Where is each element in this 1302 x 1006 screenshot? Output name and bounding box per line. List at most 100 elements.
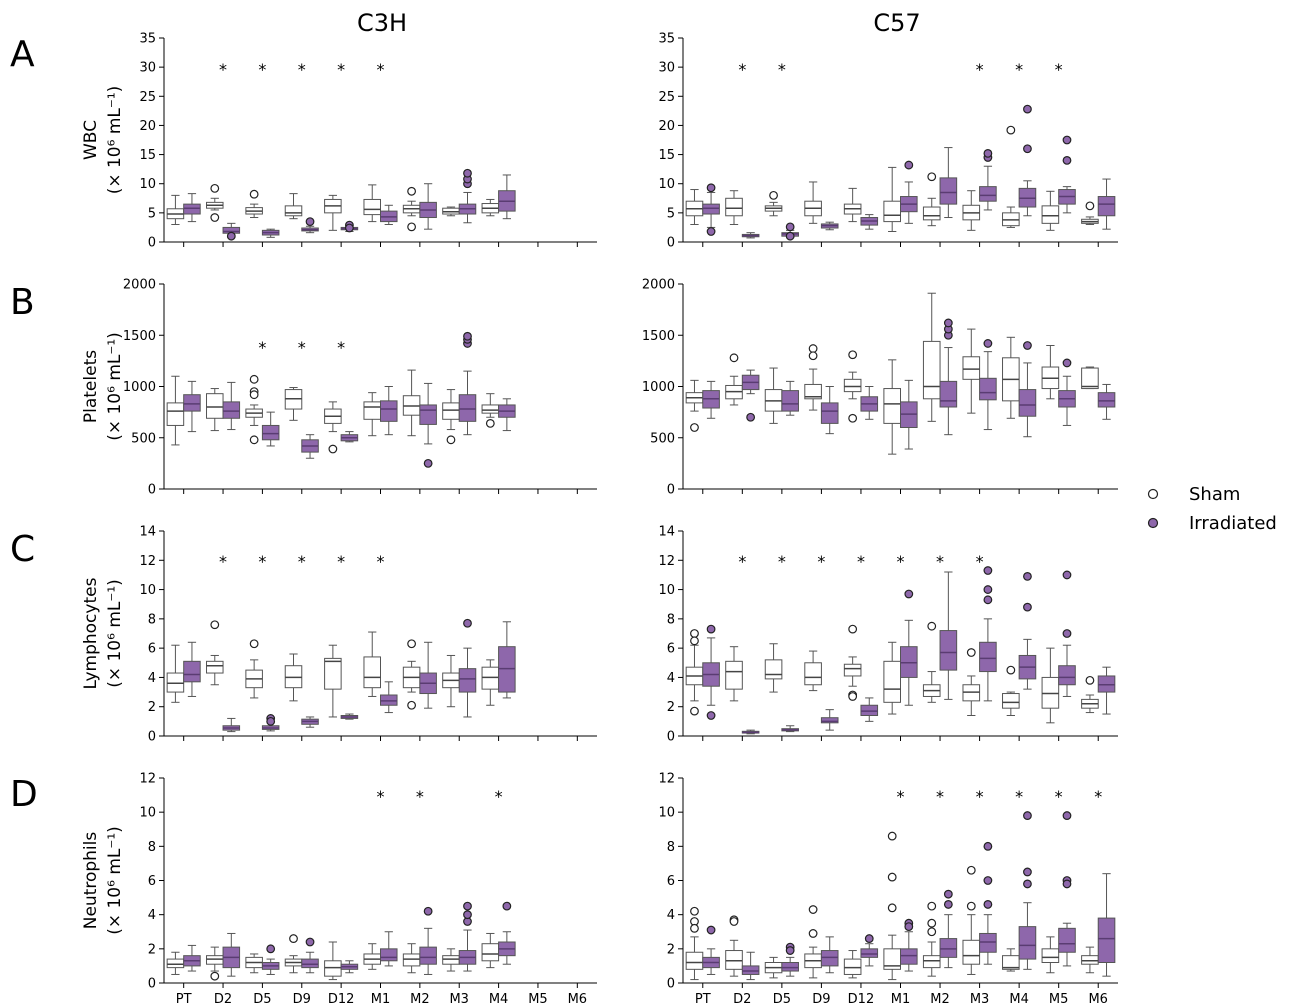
box-sham-m1 (363, 184, 382, 223)
box-irradiated-m1 (380, 204, 398, 226)
box-irradiated-d9 (301, 716, 319, 728)
y-axis-label: (× 10⁶ mL⁻¹) (105, 826, 125, 935)
y-tick-label: 6 (148, 642, 156, 657)
box-irradiated-pt (183, 380, 201, 433)
box-sham-pt (685, 379, 704, 432)
box-iqr (183, 394, 201, 412)
significance-star: * (936, 552, 944, 571)
significance-star: * (1055, 60, 1063, 79)
outlier-point (983, 585, 993, 594)
box-irradiated-m6 (1097, 178, 1116, 230)
box-iqr (301, 958, 319, 969)
outlier-point (785, 222, 795, 232)
box-sham-pt (685, 629, 704, 716)
box-irradiated-pt (183, 641, 201, 697)
outlier-point (249, 435, 259, 445)
box-iqr (442, 402, 460, 420)
box-iqr (1058, 665, 1076, 686)
box-irradiated-m5 (1058, 135, 1076, 214)
box-sham-m5 (1041, 936, 1060, 974)
box-iqr (939, 380, 958, 408)
box-sham-m6 (1081, 675, 1099, 714)
box-iqr (922, 955, 941, 969)
panel-letter-b: B (10, 282, 35, 323)
panel-d-c3h: 0 2 4 6 8 10 12 PT D2 D5 D9 D12 M1 M2 M3 M4 M5 M6 Neutroph… (81, 772, 597, 1006)
legend-marker-irradiated (1147, 517, 1159, 529)
y-tick-label: 20 (658, 119, 675, 134)
box-iqr (725, 197, 743, 217)
box-iqr (702, 203, 720, 215)
y-tick-label: 2 (667, 700, 675, 715)
x-tick-label: M2 (930, 992, 950, 1006)
y-axis-label: (× 10⁶ mL⁻¹) (105, 579, 125, 688)
box-irradiated-m4 (498, 901, 516, 965)
box-sham-d2 (725, 915, 743, 977)
box-iqr (481, 943, 500, 962)
box-irradiated-m3 (979, 841, 997, 965)
box-sham-m3 (442, 948, 460, 972)
outlier-point (887, 903, 897, 913)
significance-star: * (857, 552, 865, 571)
box-sham-d5 (245, 189, 263, 219)
box-sham-d2 (206, 620, 224, 686)
outlier-point (1062, 358, 1072, 368)
box-iqr (883, 388, 902, 424)
outlier-point (407, 186, 416, 196)
outlier-point (328, 444, 338, 454)
outlier-point (927, 901, 937, 911)
box-irradiated-d12 (860, 697, 879, 722)
box-iqr (979, 641, 997, 673)
outlier-point (463, 618, 472, 628)
box-iqr (820, 950, 839, 967)
outlier-point (769, 190, 778, 200)
box-iqr (1002, 693, 1020, 709)
outlier-point (1023, 867, 1032, 877)
y-tick-label: 30 (139, 61, 156, 76)
column-title-c3h: C3H (357, 9, 407, 37)
y-tick-label: 35 (658, 32, 675, 47)
box-irradiated-m2 (419, 641, 437, 709)
significance-star: * (778, 60, 786, 79)
panel-letter-a: A (10, 34, 35, 75)
box-iqr (324, 960, 342, 977)
box-irradiated-d2 (741, 369, 760, 422)
x-tick-label: M4 (489, 992, 509, 1006)
box-sham-pt (166, 375, 185, 446)
box-irradiated-m3 (979, 149, 997, 211)
box-iqr (685, 951, 704, 970)
box-sham-d5 (245, 374, 263, 445)
box-irradiated-m1 (380, 931, 398, 967)
outlier-point (423, 906, 433, 916)
box-sham-m2 (922, 292, 941, 422)
box-irradiated-d2 (222, 381, 241, 431)
box-irradiated-d9 (820, 386, 839, 435)
y-tick-label: 0 (148, 730, 156, 745)
x-tick-label: M6 (1088, 992, 1108, 1006)
box-irradiated-m3 (458, 168, 477, 224)
outlier-point (785, 231, 795, 241)
box-iqr (781, 390, 799, 412)
box-iqr (883, 660, 902, 703)
significance-star: * (258, 60, 266, 79)
y-tick-label: 12 (658, 554, 675, 569)
box-irradiated-d2 (741, 951, 760, 981)
y-tick-label: 15 (658, 148, 675, 163)
y-axis-label: Neutrophils (81, 832, 101, 930)
outlier-point (1023, 571, 1032, 581)
outlier-point (1085, 201, 1095, 211)
outlier-point (1062, 811, 1072, 820)
box-sham-d12 (324, 401, 342, 454)
box-sham-d9 (284, 193, 303, 220)
box-sham-d2 (725, 353, 743, 406)
box-sham-d2 (206, 183, 224, 222)
outlier-point (706, 711, 716, 720)
box-sham-m5 (1041, 190, 1060, 231)
outlier-point (808, 344, 818, 353)
significance-star: * (377, 552, 385, 571)
box-sham-m4 (1002, 665, 1020, 716)
box-irradiated-m1 (900, 160, 918, 224)
box-iqr (284, 205, 303, 217)
y-tick-label: 14 (139, 525, 156, 540)
box-sham-m4 (1002, 948, 1020, 972)
box-iqr (922, 206, 941, 221)
